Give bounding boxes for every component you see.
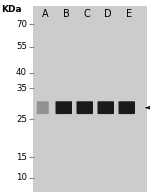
Text: 70: 70 [16, 20, 27, 29]
Text: 35: 35 [16, 84, 27, 93]
Text: 55: 55 [16, 42, 27, 51]
Text: 10: 10 [16, 173, 27, 182]
Text: C: C [84, 9, 90, 19]
Text: 25: 25 [16, 115, 27, 124]
Text: B: B [63, 9, 69, 19]
Text: A: A [42, 9, 48, 19]
FancyBboxPatch shape [56, 101, 72, 114]
Text: KDa: KDa [2, 5, 22, 14]
FancyBboxPatch shape [118, 101, 135, 114]
Text: E: E [126, 9, 132, 19]
Text: D: D [104, 9, 112, 19]
Bar [33, 6, 147, 192]
FancyBboxPatch shape [37, 101, 49, 114]
Text: 15: 15 [16, 153, 27, 162]
FancyBboxPatch shape [98, 101, 114, 114]
FancyBboxPatch shape [76, 101, 93, 114]
Text: 40: 40 [16, 68, 27, 77]
